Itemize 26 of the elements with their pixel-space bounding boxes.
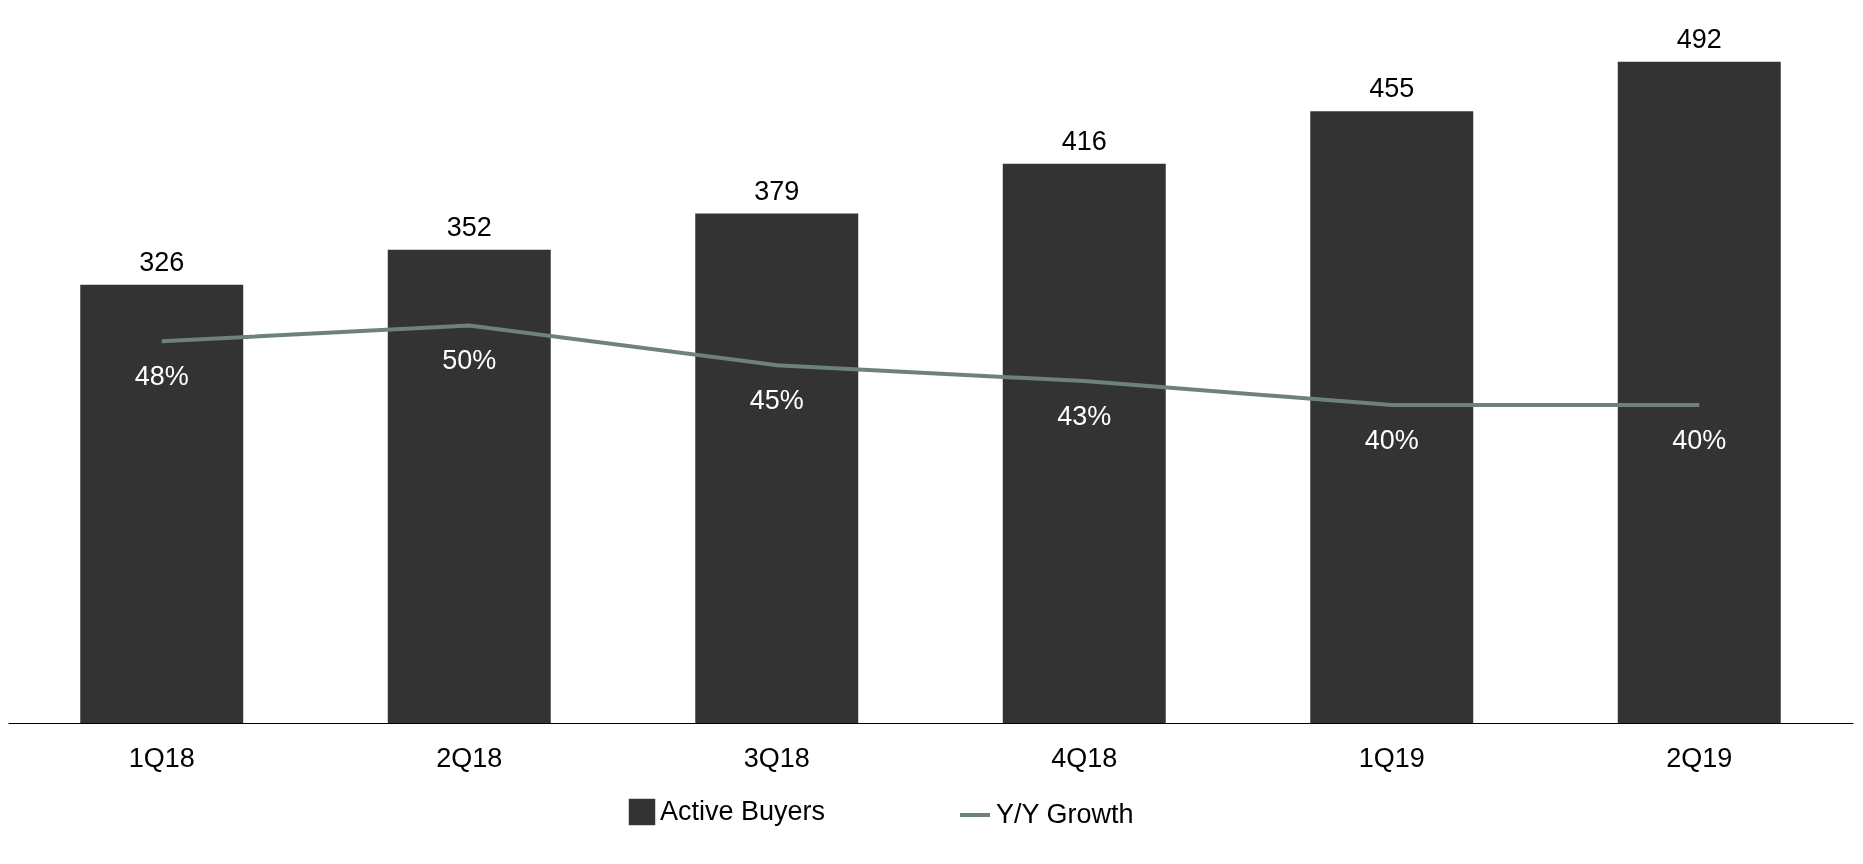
x-tick-label: 2Q19 xyxy=(1666,742,1733,773)
data-label: 326 xyxy=(139,246,185,277)
x-tick-label: 1Q18 xyxy=(128,742,195,773)
data-label: 50% xyxy=(442,345,497,376)
bar xyxy=(387,249,551,723)
data-label: 352 xyxy=(446,211,492,242)
bar xyxy=(695,213,859,723)
data-label: 45% xyxy=(749,385,804,416)
x-tick-label: 3Q18 xyxy=(743,742,810,773)
x-tick-label: 2Q18 xyxy=(436,742,503,773)
legend-label: Y/Y Growth xyxy=(996,799,1134,829)
data-label: 455 xyxy=(1369,73,1415,104)
data-label: 40% xyxy=(1364,424,1419,455)
bar xyxy=(80,284,244,723)
bar xyxy=(1617,61,1781,723)
legend-label: Active Buyers xyxy=(660,796,826,826)
bar xyxy=(1310,111,1474,723)
x-tick-label: 1Q19 xyxy=(1358,742,1425,773)
data-label: 492 xyxy=(1676,23,1722,54)
x-tick-label: 4Q18 xyxy=(1051,742,1118,773)
bar xyxy=(1002,163,1166,723)
data-label: 40% xyxy=(1672,424,1727,455)
data-label: 43% xyxy=(1057,401,1112,432)
data-label: 416 xyxy=(1061,125,1107,156)
data-label: 379 xyxy=(754,175,800,206)
data-label: 48% xyxy=(134,361,189,392)
